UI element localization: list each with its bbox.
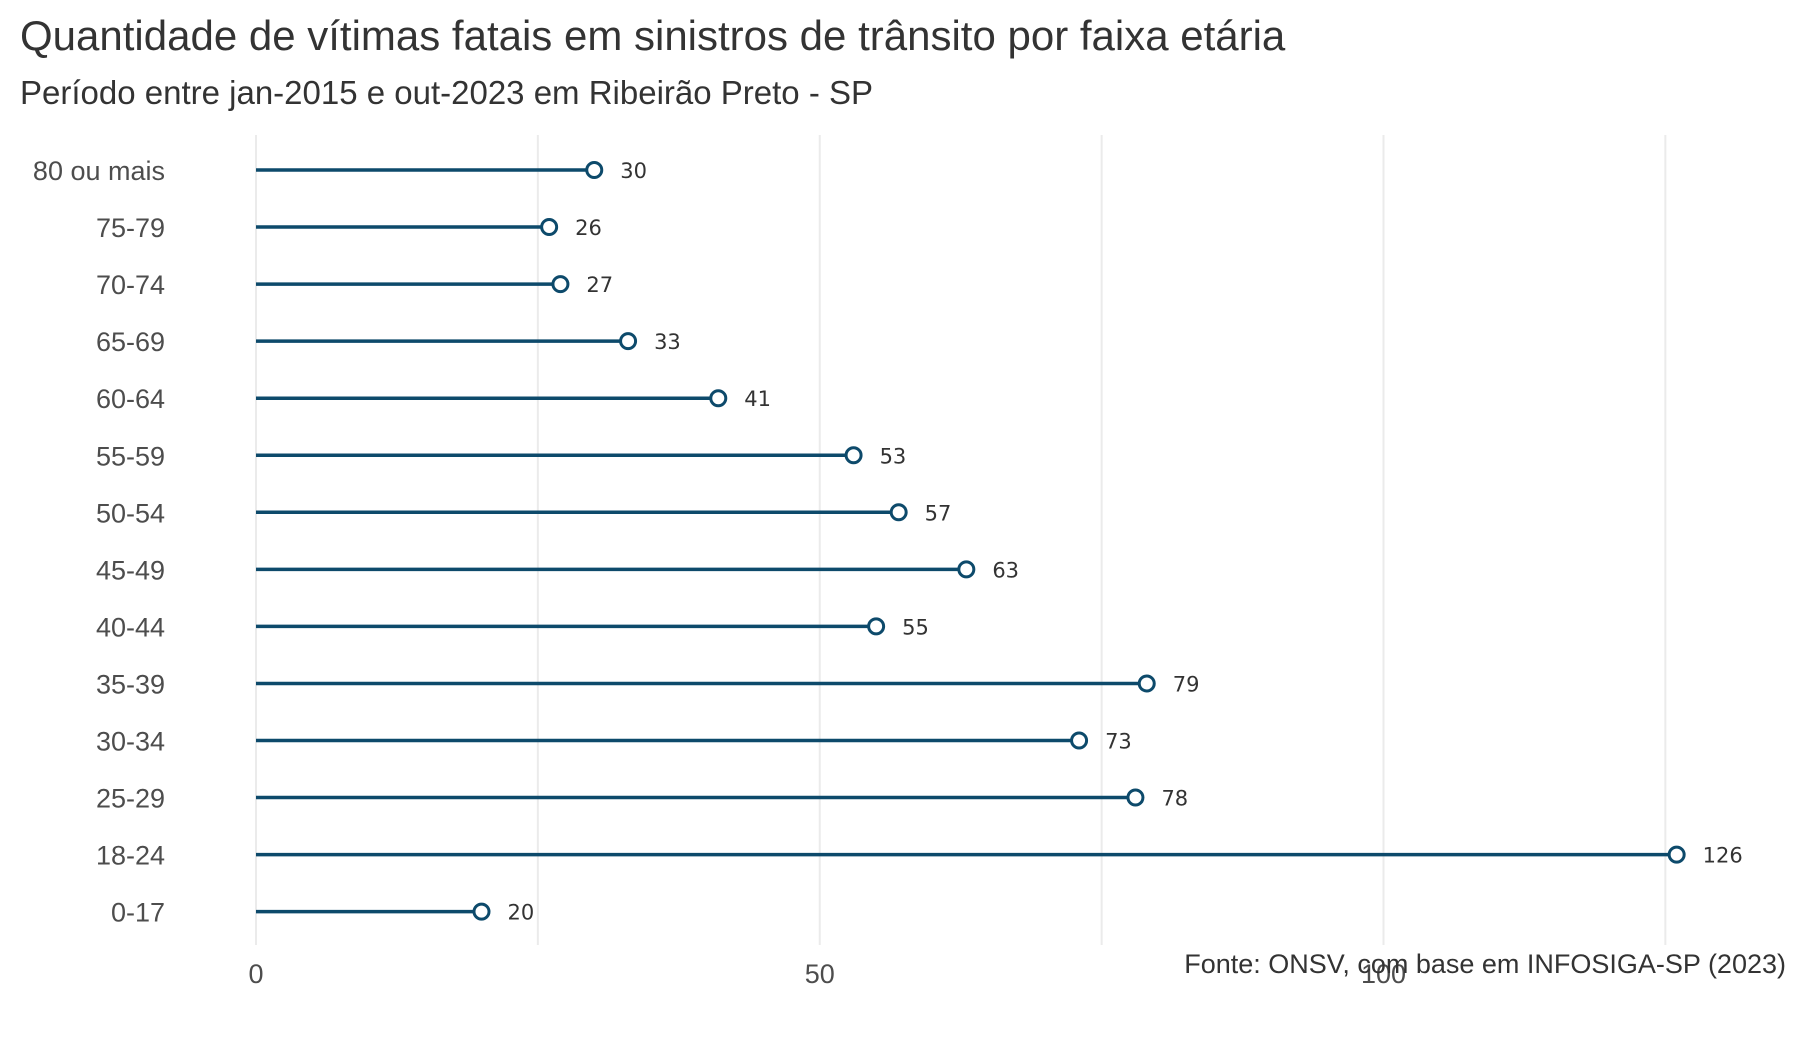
point-18-24 bbox=[1667, 845, 1686, 864]
source-caption: Fonte: ONSV, com base em INFOSIGA-SP (20… bbox=[1184, 949, 1786, 979]
y-tick-label: 35-39 bbox=[96, 669, 165, 699]
point-25-29 bbox=[1126, 788, 1145, 807]
point-30-34 bbox=[1070, 731, 1089, 750]
point-75-79 bbox=[540, 218, 559, 237]
y-tick-label: 40-44 bbox=[96, 612, 165, 642]
value-label-18-24: 126 bbox=[1703, 844, 1743, 868]
value-label-40-44: 55 bbox=[902, 615, 929, 639]
y-axis-labels: 0-17 18-24 25-29 30-34 35-39 40-44 45-49 50-54 5… bbox=[33, 156, 165, 928]
point-0-17 bbox=[472, 902, 491, 921]
value-label-55-59: 53 bbox=[880, 444, 907, 468]
y-tick-label: 75-79 bbox=[96, 213, 165, 243]
y-tick-label: 55-59 bbox=[96, 441, 165, 471]
grid-lines bbox=[255, 135, 1667, 945]
value-label-50-54: 57 bbox=[925, 501, 952, 525]
y-tick-label: 0-17 bbox=[111, 898, 165, 928]
value-label-0-17: 20 bbox=[508, 901, 535, 925]
chart-subtitle: Período entre jan-2015 e out-2023 em Rib… bbox=[20, 74, 874, 111]
y-tick-label: 60-64 bbox=[96, 384, 165, 414]
y-tick-label: 80 ou mais bbox=[33, 156, 165, 186]
x-tick-label: 50 bbox=[805, 959, 835, 989]
chart-marks: 20 126 78 73 79 55 63 57 53 41 33 27 26 30 bbox=[256, 159, 1743, 925]
point-40-44 bbox=[867, 617, 886, 636]
value-label-65-69: 33 bbox=[654, 330, 681, 354]
y-tick-label: 45-49 bbox=[96, 555, 165, 585]
y-tick-label: 50-54 bbox=[96, 498, 165, 528]
point-50-54 bbox=[889, 503, 908, 522]
value-label-75-79: 26 bbox=[575, 216, 602, 240]
point-65-69 bbox=[619, 332, 638, 351]
point-45-49 bbox=[957, 560, 976, 579]
value-label-30-34: 73 bbox=[1105, 730, 1132, 754]
y-tick-label: 30-34 bbox=[96, 727, 165, 757]
y-tick-label: 18-24 bbox=[96, 841, 165, 871]
y-tick-label: 70-74 bbox=[96, 270, 165, 300]
value-label-25-29: 78 bbox=[1161, 787, 1188, 811]
chart-title: Quantidade de vítimas fatais em sinistro… bbox=[20, 12, 1286, 59]
x-axis-labels: 0 50 100 bbox=[248, 959, 1406, 989]
point-60-64 bbox=[709, 389, 728, 408]
value-label-35-39: 79 bbox=[1173, 672, 1200, 696]
x-tick-label: 100 bbox=[1361, 959, 1406, 989]
x-tick-label: 0 bbox=[248, 959, 263, 989]
value-label-80 ou mais: 30 bbox=[620, 159, 647, 183]
y-tick-label: 65-69 bbox=[96, 327, 165, 357]
point-55-59 bbox=[844, 446, 863, 465]
point-70-74 bbox=[551, 275, 570, 294]
value-label-60-64: 41 bbox=[744, 387, 771, 411]
y-tick-label: 25-29 bbox=[96, 784, 165, 814]
point-35-39 bbox=[1137, 674, 1156, 693]
value-label-70-74: 27 bbox=[586, 273, 613, 297]
point-80 ou mais bbox=[585, 161, 604, 179]
value-label-45-49: 63 bbox=[992, 558, 1019, 582]
